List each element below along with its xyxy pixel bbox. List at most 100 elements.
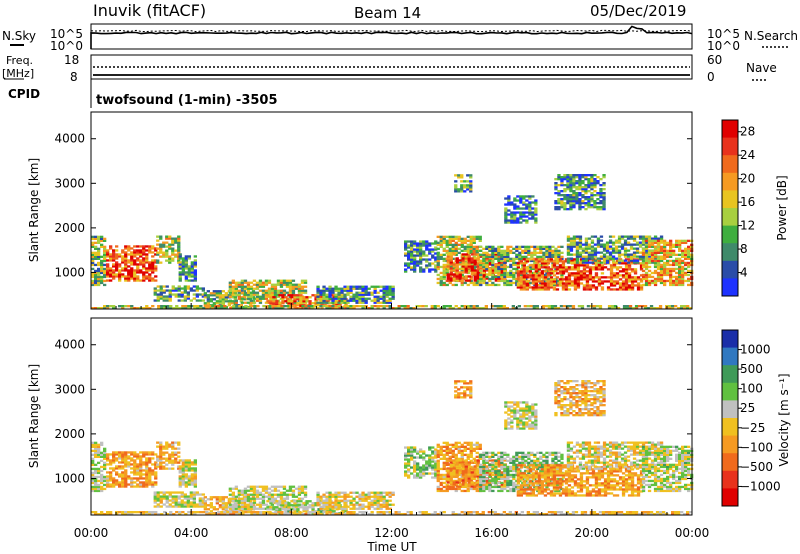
power-cell [551,253,555,256]
power-colorbar-swatch [722,120,738,138]
power-cell [412,307,416,310]
power-cell [91,261,95,265]
power-cell [579,260,584,263]
power-cell [264,283,269,286]
power-cell [293,298,297,301]
velocity-cell [198,493,202,496]
noise-panel: N.Sky 10^5 10^0 10^5 10^0 N.Search [2,23,798,53]
power-cell [233,298,237,301]
power-cell [180,295,184,298]
velocity-cell [106,477,110,480]
velocity-cell [252,493,257,496]
power-cell [416,262,420,265]
velocity-cell [100,481,104,485]
power-cell [469,251,473,254]
power-cell [181,305,185,308]
power-cell [585,284,590,287]
velocity-cell [334,499,338,502]
power-cell [473,273,477,276]
power-cell [470,265,474,268]
velocity-cell [187,463,191,466]
power-cell [467,265,471,268]
power-cell [269,302,273,305]
power-cell [115,261,119,264]
power-cell [163,305,167,308]
velocity-cell [240,497,244,500]
power-cell [121,269,125,272]
power-cell [567,266,572,269]
power-cell [436,261,440,265]
power-cell [669,273,673,277]
power-cell [469,239,473,242]
power-cell [588,288,593,291]
power-cell [361,287,365,290]
power-cell [311,302,315,305]
velocity-cell [106,455,110,458]
power-cell [594,258,599,261]
velocity-cell [319,501,323,504]
power-cell [174,239,178,242]
velocity-cell [118,473,122,476]
power-cell [570,282,575,285]
power-cell [635,249,640,252]
power-cell [563,206,567,209]
power-cell [504,221,508,224]
power-cell [479,265,483,269]
velocity-cell [234,485,238,488]
power-cell [653,279,658,283]
velocity-cell [133,469,137,472]
power-cell [186,293,190,296]
power-cell [127,247,131,250]
velocity-cell [329,508,333,511]
power-cell [641,237,646,240]
power-cell [636,286,641,289]
velocity-cell [184,467,188,470]
velocity-cell [177,441,181,444]
power-cell [266,300,270,303]
power-cell [388,291,392,294]
power-cell [570,266,575,269]
velocity-cell [171,441,175,444]
power-cell [463,186,467,189]
velocity-cell [267,497,272,500]
power-cell [311,294,315,297]
power-cell [151,263,155,266]
power-cell [545,247,549,250]
power-cell [171,241,175,244]
power-cell [335,300,339,303]
velocity-cell [231,491,235,494]
power-cell [340,301,344,304]
power-cell [544,305,549,308]
power-cell [506,273,510,277]
power-cell [165,299,169,302]
velocity-cell [224,496,228,499]
velocity-cell [156,491,160,494]
power-cell [358,287,362,290]
velocity-cell [148,453,152,456]
power-cell [578,178,582,181]
power-cell [240,281,244,284]
power-cell [251,300,256,303]
power-cell [115,263,119,266]
power-cell [482,259,486,263]
velocity-cell [228,487,232,490]
freq-panel: Freq. [MHz] 18 8 60 0 Nave [2,53,777,84]
power-cell [516,282,520,285]
power-cell [148,275,152,278]
power-cell [543,282,548,285]
power-cell [531,286,535,289]
power-cell [455,277,459,280]
power-cell [445,269,449,273]
power-cell [630,268,635,271]
power-cell [519,221,523,224]
power-cell [678,263,682,267]
power-cell [623,255,628,258]
power-cell [684,257,688,260]
power-cell [352,295,356,298]
velocity-cell [121,473,125,476]
power-cell [531,274,535,277]
power-cell [687,255,691,258]
power-cell [273,285,278,288]
power-cell [281,294,285,297]
power-cell [109,255,113,258]
